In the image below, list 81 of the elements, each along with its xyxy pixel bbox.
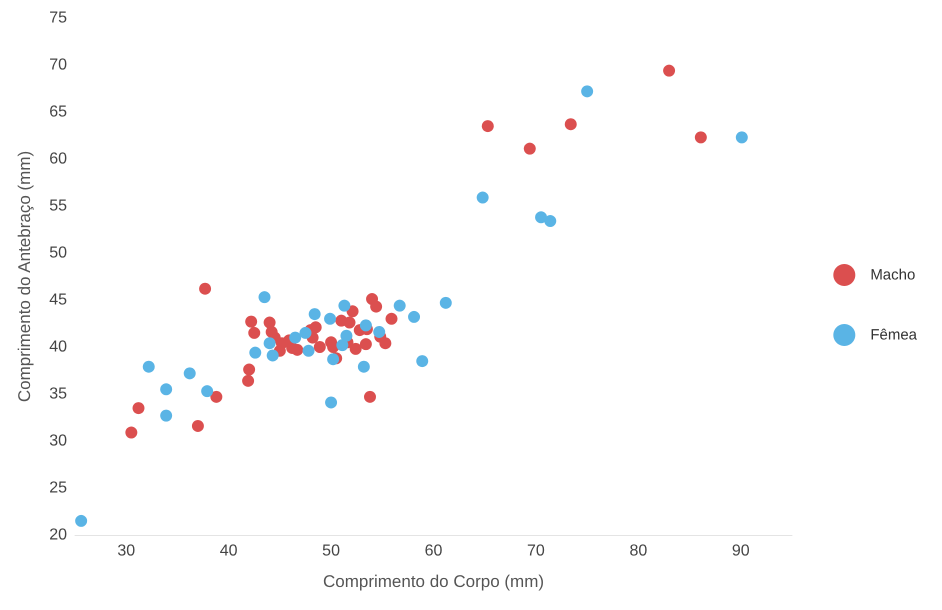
point: [184, 367, 196, 380]
point: [663, 64, 676, 77]
point: [324, 312, 336, 325]
point: [201, 385, 214, 398]
y-tick-label: 65: [49, 104, 68, 120]
point: [199, 282, 212, 295]
point: [344, 316, 356, 329]
point: [264, 337, 276, 350]
point: [360, 319, 372, 332]
point: [535, 211, 548, 224]
point: [340, 330, 352, 342]
point: [289, 332, 302, 344]
point: [370, 300, 382, 313]
legend-label: Macho: [870, 266, 916, 284]
point: [364, 390, 376, 403]
point: [192, 420, 204, 432]
point: [243, 364, 256, 376]
point: [373, 326, 386, 338]
y-tick-label: 50: [49, 244, 68, 262]
point: [160, 383, 172, 396]
point: [142, 360, 155, 373]
point: [327, 353, 340, 366]
point: [160, 410, 172, 422]
point: [75, 514, 88, 527]
point: [245, 316, 258, 328]
point: [264, 316, 276, 329]
point: [125, 426, 138, 439]
point: [440, 296, 452, 309]
legend-label: Fêmea: [870, 326, 918, 344]
x-tick-label: 40: [220, 542, 238, 560]
y-tick-label: 60: [49, 150, 68, 168]
point: [291, 344, 304, 356]
point: [249, 346, 262, 359]
y-axis-title: Comprimento do Antebraço (mm): [15, 150, 34, 402]
point: [379, 337, 392, 350]
x-axis-title: Comprimento do Corpo (mm): [322, 572, 544, 591]
point: [336, 339, 348, 352]
point: [266, 349, 279, 362]
point: [394, 300, 406, 312]
point: [299, 326, 312, 339]
x-tick-label: 70: [527, 542, 545, 560]
point: [308, 308, 321, 320]
point: [210, 390, 222, 403]
point: [325, 396, 338, 408]
point: [338, 300, 350, 312]
point: [242, 374, 254, 387]
point: [564, 118, 577, 130]
point: [416, 355, 428, 368]
point: [694, 131, 707, 144]
point: [346, 305, 359, 318]
point: [350, 342, 362, 355]
x-tick-label: 90: [732, 542, 750, 560]
x-tick-label: 80: [629, 542, 648, 560]
point: [258, 291, 270, 304]
y-tick-label: 55: [49, 198, 68, 214]
point: [310, 321, 322, 334]
point: [360, 338, 372, 350]
point: [386, 312, 398, 325]
point: [358, 360, 370, 373]
y-tick-label: 30: [49, 432, 68, 450]
point: [408, 310, 420, 323]
point: [302, 344, 315, 357]
x-tick-label: 30: [117, 542, 136, 560]
point: [736, 131, 748, 144]
y-tick-label: 20: [49, 526, 68, 544]
point: [581, 85, 594, 98]
point: [524, 142, 536, 155]
point: [132, 402, 145, 414]
x-tick-label: 50: [322, 542, 340, 560]
y-tick-label: 35: [49, 386, 68, 402]
y-tick-label: 45: [49, 292, 68, 308]
y-tick-label: 70: [49, 56, 68, 74]
y-tick-label: 75: [49, 10, 68, 26]
point: [476, 192, 489, 204]
point: [314, 341, 326, 353]
point: [248, 326, 260, 339]
point: [482, 120, 494, 132]
y-tick-label: 25: [49, 480, 68, 496]
point: [544, 215, 556, 228]
x-tick-label: 60: [424, 542, 442, 560]
y-tick-label: 40: [49, 338, 68, 356]
